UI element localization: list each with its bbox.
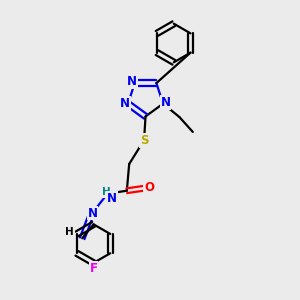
- Text: N: N: [107, 192, 117, 205]
- Text: S: S: [140, 134, 148, 147]
- Text: N: N: [120, 97, 130, 110]
- Text: O: O: [144, 181, 154, 194]
- Text: F: F: [89, 262, 98, 275]
- Text: N: N: [88, 206, 98, 220]
- Text: N: N: [160, 96, 170, 109]
- Text: H: H: [102, 187, 110, 197]
- Text: H: H: [65, 227, 74, 237]
- Text: N: N: [127, 75, 137, 88]
